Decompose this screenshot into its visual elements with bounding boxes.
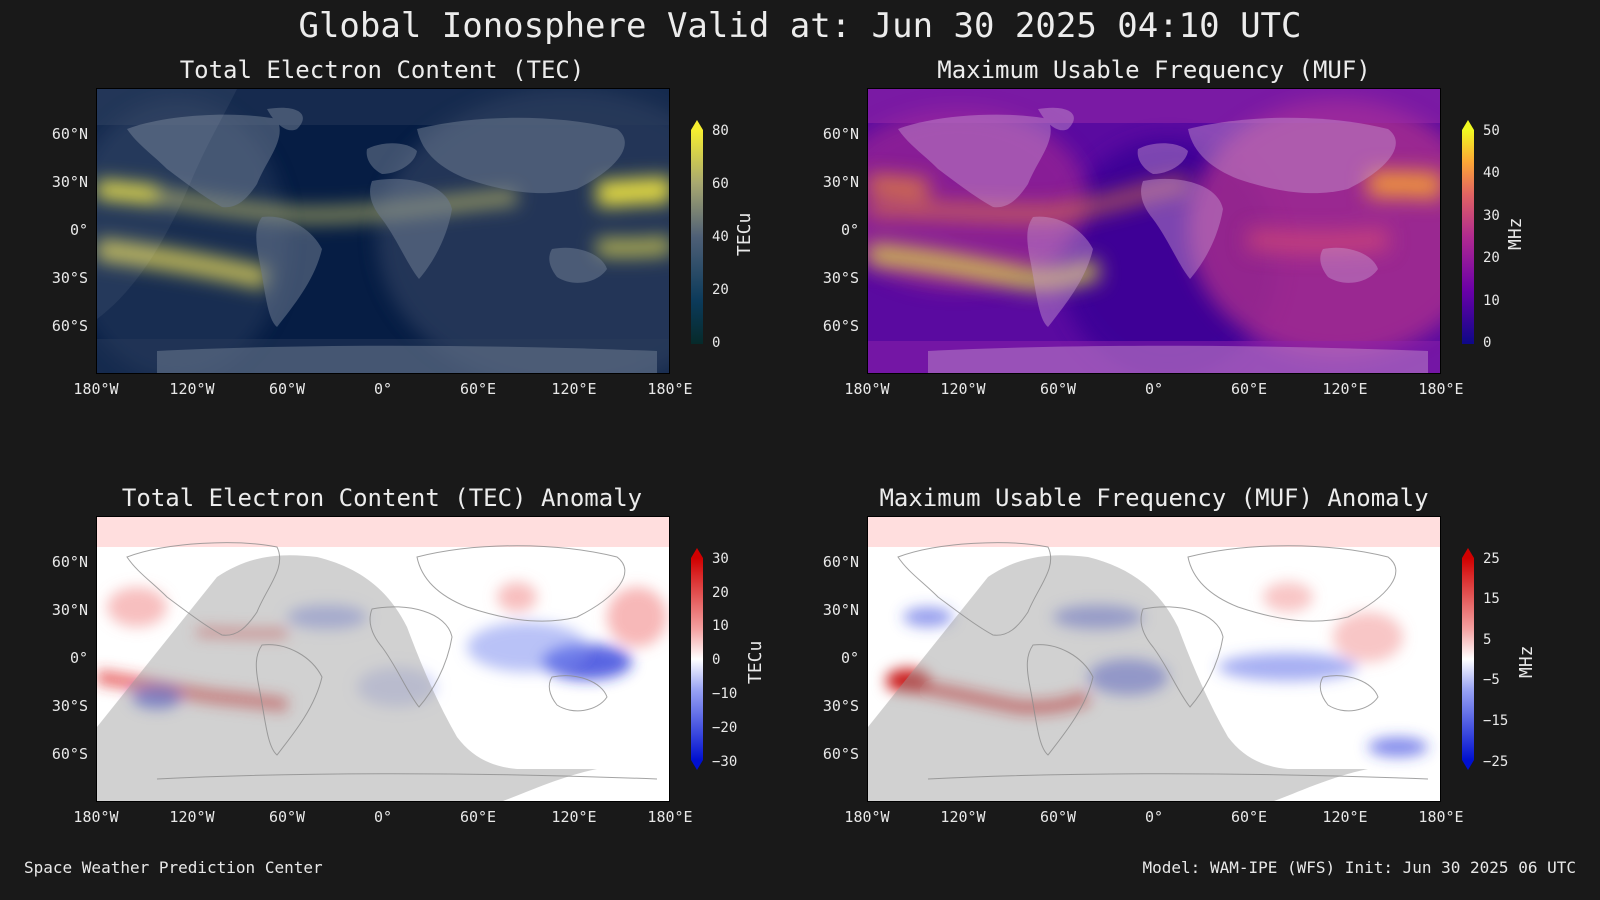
lon-tick: 180°E [1418,380,1464,398]
lon-tick: 120°W [169,380,215,398]
lat-tick: 30°N [822,173,859,191]
colorbar-tick: 25 [1483,551,1500,567]
lat-tick: 30°S [822,269,859,287]
coastlines [897,542,1429,780]
lat-tick: 30°S [822,697,859,715]
lon-tick: 0° [1144,808,1164,826]
colorbar-unit: MHz [1516,645,1537,678]
map-muf [867,88,1441,374]
colorbar-tick: 0 [712,335,721,351]
colorbar-tick: 5 [1483,632,1492,648]
lon-tick: 180°W [844,808,890,826]
lon-tick: 60°E [1230,380,1268,398]
map-muf-anomaly [867,516,1441,802]
continents [127,107,657,373]
colorbar-tick: 20 [1483,250,1500,266]
colorbar-tick: 10 [1483,293,1500,309]
colorbar-tick: 80 [712,123,729,139]
colorbar-tick: 20 [712,585,729,601]
lat-tick: 60°N [822,553,859,571]
lon-tick: 60°W [1039,808,1077,826]
map-tec-anomaly [96,516,670,802]
lon-tick: 120°E [1322,808,1368,826]
lon-tick: 180°E [647,808,693,826]
lon-tick: 180°W [73,808,119,826]
lon-tick: 180°W [73,380,119,398]
map-tec [96,88,670,374]
lat-tick: 0° [840,649,859,667]
lat-tick: 30°S [51,697,88,715]
lat-tick: 0° [840,221,859,239]
lon-tick: 180°E [647,380,693,398]
lon-tick: 120°W [940,808,986,826]
lon-tick: 120°E [1322,380,1368,398]
colorbar-unit: MHz [1505,217,1526,250]
lat-tick: 60°N [51,553,88,571]
colorbar-tec-anomaly [691,548,703,770]
footer-left: Space Weather Prediction Center [24,858,323,877]
panel-title-tec-anomaly: Total Electron Content (TEC) Anomaly [121,484,643,512]
lat-tick: 60°N [822,125,859,143]
colorbar-tick: 0 [712,652,721,668]
panel-title-muf-anomaly: Maximum Usable Frequency (MUF) Anomaly [879,484,1429,512]
colorbar-tick: 30 [712,551,729,567]
colorbar-unit: TECu [734,212,755,256]
lat-tick: 30°S [51,269,88,287]
colorbar-tick: −5 [1483,672,1500,688]
colorbar-tick: 60 [712,176,729,192]
lon-tick: 60°W [268,808,306,826]
colorbar-tick: −10 [712,686,738,702]
colorbar-tick: 30 [1483,208,1500,224]
colorbar-tick: 20 [712,282,729,298]
colorbar-tick: −25 [1483,754,1509,770]
colorbar-tick: 40 [1483,165,1500,181]
lon-tick: 60°E [459,380,497,398]
main-title: Global Ionosphere Valid at: Jun 30 2025 … [298,6,1302,46]
lat-tick: 60°S [822,317,859,335]
lat-tick: 60°N [51,125,88,143]
lon-tick: 0° [1144,380,1164,398]
colorbar-tick: 0 [1483,335,1492,351]
lat-tick: 60°S [51,745,88,763]
lon-tick: 60°E [459,808,497,826]
lon-tick: 60°E [1230,808,1268,826]
colorbar-unit: TECu [745,640,766,684]
colorbar-tick: 10 [712,618,729,634]
lon-tick: 0° [373,380,393,398]
coastlines [126,542,658,780]
lon-tick: 0° [373,808,393,826]
lon-tick: 120°E [551,380,597,398]
colorbar-tick: −20 [712,720,738,736]
lat-tick: 0° [69,649,88,667]
colorbar-tec [691,120,703,344]
lat-tick: 30°N [51,173,88,191]
colorbar-muf [1462,120,1474,344]
lat-tick: 0° [69,221,88,239]
lon-tick: 120°W [940,380,986,398]
colorbar-tick: 15 [1483,591,1500,607]
lat-tick: 60°S [822,745,859,763]
footer-right: Model: WAM-IPE (WFS) Init: Jun 30 2025 0… [1142,858,1576,877]
lon-tick: 180°W [844,380,890,398]
colorbar-tick: −15 [1483,713,1509,729]
lon-tick: 60°W [268,380,306,398]
colorbar-tick: 50 [1483,123,1500,139]
lon-tick: 60°W [1039,380,1077,398]
lat-tick: 60°S [51,317,88,335]
colorbar-muf-anomaly [1462,548,1474,770]
lon-tick: 120°W [169,808,215,826]
lat-tick: 30°N [822,601,859,619]
continents [898,107,1428,373]
lon-tick: 180°E [1418,808,1464,826]
panel-title-tec: Total Electron Content (TEC) [179,56,585,84]
colorbar-tick: −30 [712,754,738,770]
colorbar-tick: 40 [712,229,729,245]
panel-title-muf: Maximum Usable Frequency (MUF) [937,56,1371,84]
lat-tick: 30°N [51,601,88,619]
lon-tick: 120°E [551,808,597,826]
